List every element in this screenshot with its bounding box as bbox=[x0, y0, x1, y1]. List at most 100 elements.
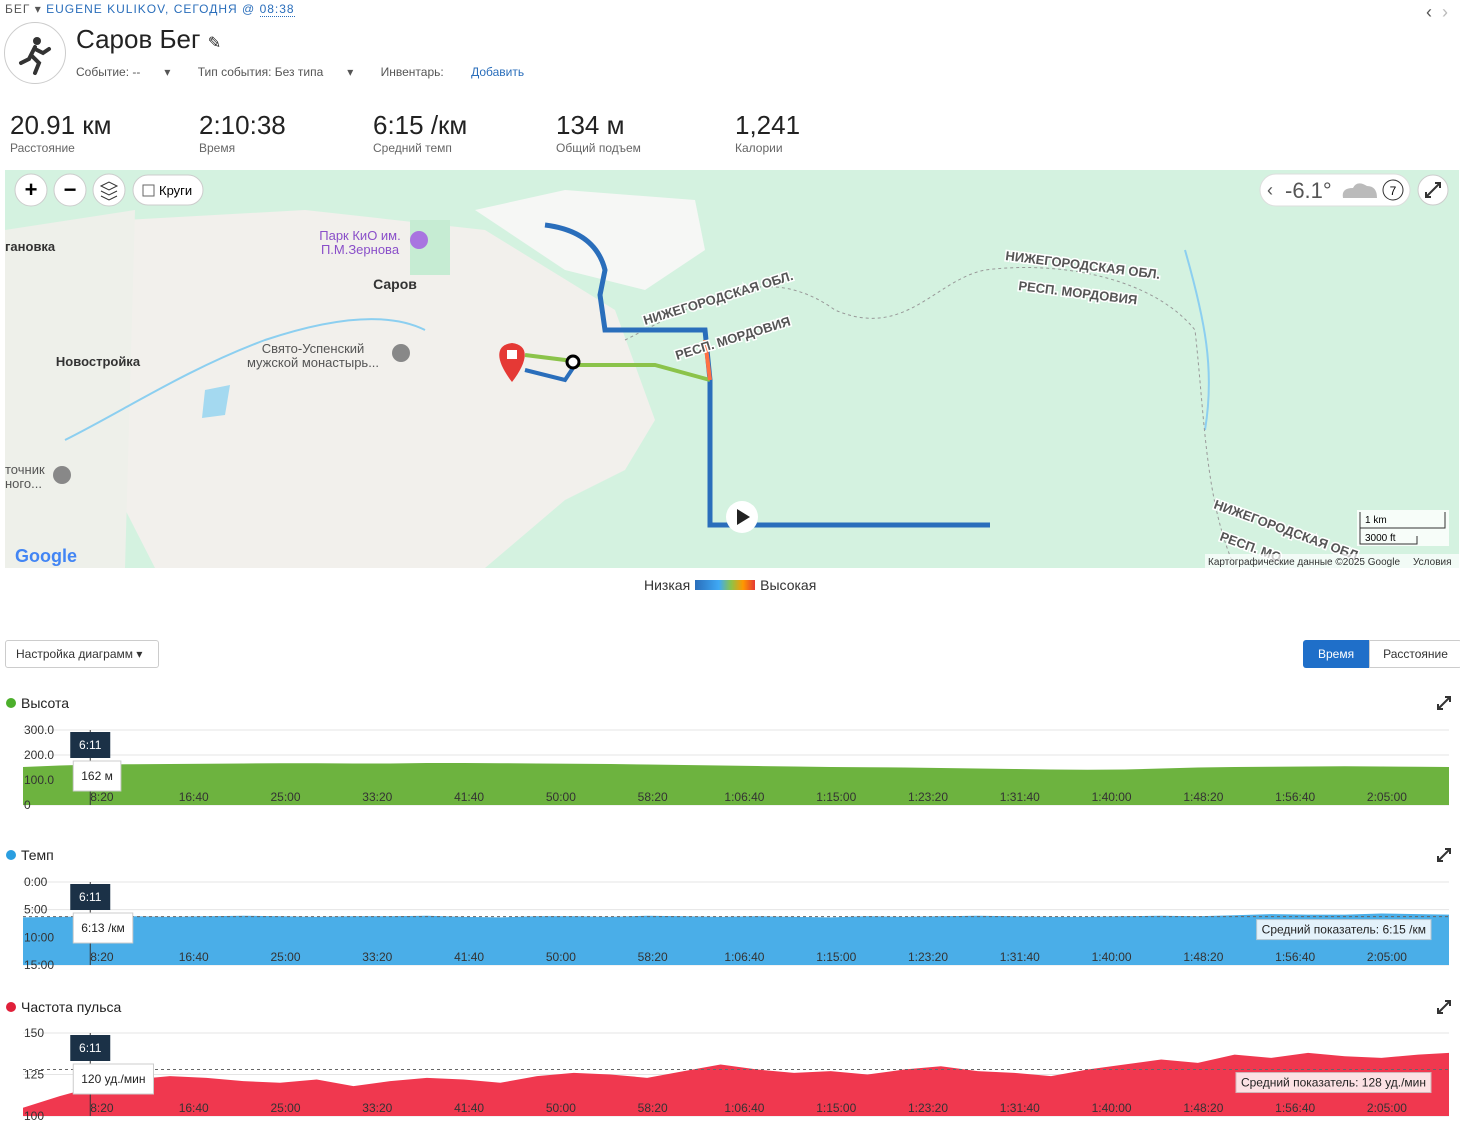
y-tick-label: 300.0 bbox=[24, 723, 54, 737]
x-tick-label: 25:00 bbox=[270, 790, 300, 804]
x-tick-label: 33:20 bbox=[362, 790, 392, 804]
attribution: Картографические данные ©2025 Google bbox=[1208, 556, 1400, 568]
svg-text:−: − bbox=[64, 177, 77, 202]
x-tick-label: 1:56:40 bbox=[1275, 950, 1315, 964]
cursor-value: 120 уд./мин bbox=[81, 1072, 145, 1086]
x-tick-label: 1:06:40 bbox=[724, 950, 764, 964]
x-tick-label: 1:23:20 bbox=[908, 1101, 948, 1115]
x-tick-label: 1:31:40 bbox=[1000, 950, 1040, 964]
x-tick-label: 1:23:20 bbox=[908, 950, 948, 964]
x-tick-label: 16:40 bbox=[179, 1101, 209, 1115]
x-tick-label: 41:40 bbox=[454, 1101, 484, 1115]
x-tick-label: 1:48:20 bbox=[1183, 790, 1223, 804]
cursor-tooltip bbox=[72, 760, 122, 792]
wind-speed: 7 bbox=[1390, 184, 1397, 198]
stat-label: Калории bbox=[735, 141, 783, 155]
cursor-flag bbox=[70, 732, 111, 758]
x-tick-label: 25:00 bbox=[270, 1101, 300, 1115]
place-label: мужской монастырь... bbox=[247, 355, 379, 370]
stat-label: Расстояние bbox=[10, 141, 75, 155]
place-label: Свято-Успенский bbox=[262, 341, 365, 356]
average-box bbox=[1256, 919, 1432, 941]
average-box bbox=[1235, 1072, 1432, 1094]
chart-settings[interactable]: Настройка диаграмм ▾ bbox=[5, 640, 159, 668]
y-tick-label: 200.0 bbox=[24, 748, 54, 762]
x-tick-label: 1:31:40 bbox=[1000, 790, 1040, 804]
map[interactable]: гановка Парк КиО им. П.М.Зернова Саров Н… bbox=[5, 170, 1459, 568]
fields: Событие: -- ▾ Тип события: Без типа ▾ Инве… bbox=[76, 65, 548, 79]
x-tick-label: 41:40 bbox=[454, 950, 484, 964]
y-tick-label: 5:00 bbox=[24, 903, 48, 917]
y-tick-label: 0:00 bbox=[24, 875, 48, 889]
scale-label: 3000 ft bbox=[1365, 533, 1396, 544]
terms[interactable]: Условия bbox=[1413, 557, 1452, 568]
x-tick-label: 2:05:00 bbox=[1367, 790, 1407, 804]
y-tick-label: 0 bbox=[24, 798, 31, 812]
nav[interactable]: ‹ › bbox=[1426, 2, 1448, 22]
chart-title: Частота пульса bbox=[21, 999, 122, 1015]
event-type[interactable]: Тип события: Без типа ▾ bbox=[197, 65, 354, 79]
stat: 2:10:38 Время bbox=[199, 110, 286, 155]
x-tick-label: 1:15:00 bbox=[816, 790, 856, 804]
x-tick-label: 1:31:40 bbox=[1000, 1101, 1040, 1115]
expand-icon bbox=[1437, 1000, 1451, 1014]
stat: 134 м Общий подъем bbox=[556, 110, 641, 155]
stat-value: 134 м bbox=[556, 110, 625, 140]
owner[interactable]: EUGENE KULIKOV, СЕГОДНЯ @ bbox=[46, 2, 256, 16]
x-tick-label: 58:20 bbox=[638, 1101, 668, 1115]
laps-toggle[interactable] bbox=[132, 174, 204, 206]
x-tick-label: 1:56:40 bbox=[1275, 790, 1315, 804]
x-tick-label: 8:20 bbox=[90, 950, 114, 964]
x-tick-label: 33:20 bbox=[362, 1101, 392, 1115]
cursor-tooltip bbox=[72, 912, 134, 944]
time-button[interactable]: Время bbox=[1303, 640, 1370, 668]
x-tick-label: 58:20 bbox=[638, 790, 668, 804]
x-mode: Время Расстояние bbox=[1303, 640, 1460, 668]
x-tick-label: 1:06:40 bbox=[724, 790, 764, 804]
stat: 6:15 /км Средний темп bbox=[373, 110, 467, 155]
x-tick-label: 1:40:00 bbox=[1092, 790, 1132, 804]
stat-label: Время bbox=[199, 141, 236, 155]
svg-text:‹: ‹ bbox=[1267, 180, 1273, 200]
place-label: точник bbox=[5, 462, 45, 477]
google-logo: Google bbox=[15, 546, 77, 566]
field-label: Событие: -- bbox=[76, 65, 141, 79]
legend-high: Высокая bbox=[760, 577, 817, 593]
average-label: Средний показатель: 128 уд./мин bbox=[1241, 1076, 1426, 1090]
weather-temp: -6.1° bbox=[1285, 178, 1332, 203]
map-controls: + − Круги ‹ -6.1° 7 bbox=[14, 173, 1449, 207]
laps-label: Круги bbox=[159, 183, 192, 198]
time: 08:38 bbox=[259, 2, 295, 17]
cursor-time: 6:11 bbox=[79, 738, 102, 752]
activity-icon bbox=[4, 22, 66, 84]
sport[interactable]: БЕГ bbox=[5, 2, 31, 16]
cursor-time: 6:11 bbox=[79, 1041, 102, 1055]
zoom-out[interactable] bbox=[53, 173, 87, 207]
add-link[interactable]: Добавить bbox=[471, 65, 525, 79]
x-tick-label: 25:00 bbox=[270, 950, 300, 964]
x-tick-label: 1:23:20 bbox=[908, 790, 948, 804]
legend-dot bbox=[6, 698, 16, 708]
svg-text:+: + bbox=[25, 177, 38, 202]
y-tick-label: 100.0 bbox=[24, 773, 54, 787]
y-tick-label: 10:00 bbox=[24, 930, 54, 944]
distance-button[interactable]: Расстояние bbox=[1369, 640, 1460, 668]
x-tick-label: 1:15:00 bbox=[816, 950, 856, 964]
x-tick-label: 2:05:00 bbox=[1367, 950, 1407, 964]
place-label: гановка bbox=[5, 239, 56, 254]
x-tick-label: 1:56:40 bbox=[1275, 1101, 1315, 1115]
y-tick-label: 150 bbox=[24, 1026, 44, 1040]
x-tick-label: 50:00 bbox=[546, 1101, 576, 1115]
x-tick-label: 1:40:00 bbox=[1092, 950, 1132, 964]
legend-dot bbox=[6, 850, 16, 860]
x-tick-label: 8:20 bbox=[90, 1101, 114, 1115]
area bbox=[23, 1052, 1449, 1116]
field-label: Тип события: Без типа bbox=[197, 65, 324, 79]
zoom-in[interactable] bbox=[14, 173, 48, 207]
event[interactable]: Событие: -- ▾ bbox=[76, 65, 171, 79]
activity-title: Саров Бег ✎ bbox=[76, 24, 222, 54]
stat-label: Средний темп bbox=[373, 141, 452, 155]
cursor-flag bbox=[70, 1035, 111, 1061]
stat: 1,241 Калории bbox=[735, 110, 800, 155]
